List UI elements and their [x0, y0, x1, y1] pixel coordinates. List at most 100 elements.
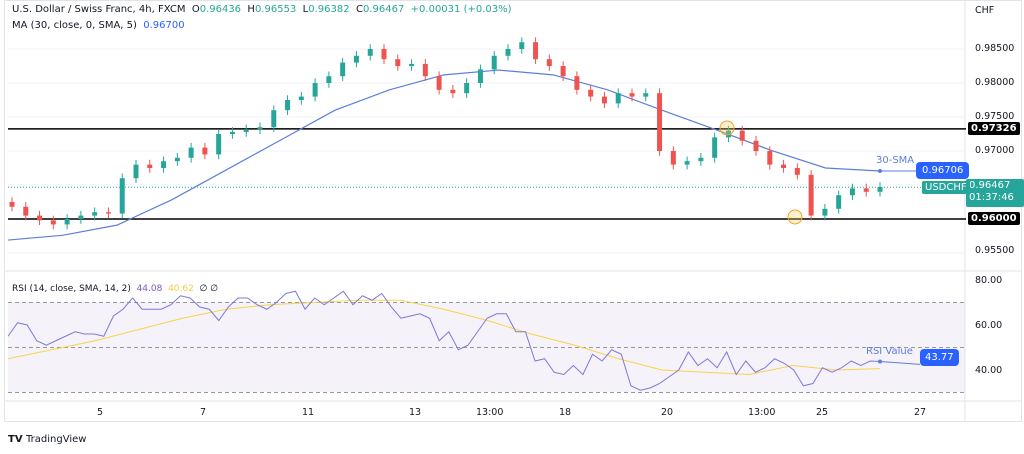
x-tick: 5	[96, 407, 104, 418]
candle-body	[684, 161, 690, 165]
candle-body	[519, 42, 525, 49]
rsi-y-tick: 60.00	[975, 320, 1003, 331]
touch-marker-resistance	[719, 120, 735, 136]
candle-body	[353, 55, 359, 63]
candle-body	[243, 129, 249, 132]
rsi-marker	[878, 359, 882, 364]
last-price-tag: 0.96467 01:37:46	[966, 179, 1024, 207]
ma-legend[interactable]: MA (30, close, 0, SMA, 5) 0.96700	[12, 20, 185, 31]
x-tick: 7	[199, 407, 207, 418]
candle-body	[601, 96, 607, 104]
candle-body	[588, 89, 594, 97]
x-tick: 13	[408, 407, 422, 418]
support-price-tag: 0.96000	[968, 212, 1020, 225]
y-tick: 0.97500	[975, 111, 1015, 122]
candle-body	[133, 164, 139, 179]
candle-body	[312, 83, 318, 97]
candle-body	[9, 202, 15, 207]
candle-body	[794, 168, 800, 175]
candle-body	[615, 93, 621, 104]
currency-label: CHF	[975, 5, 995, 16]
candle-body	[37, 215, 43, 221]
candle-body	[381, 49, 387, 60]
sma-marker	[878, 168, 882, 173]
candle-body	[229, 131, 235, 134]
countdown: 01:37:46	[969, 192, 1014, 203]
x-tick: 20	[660, 407, 674, 418]
candle-body	[739, 130, 745, 141]
close-value: 0.96467	[362, 4, 405, 15]
rsi-y-tick: 40.00	[975, 365, 1003, 376]
rsi-annotation-label: RSI Value	[866, 346, 913, 357]
rsi-extension	[879, 361, 921, 365]
candle-body	[409, 63, 415, 66]
candle-body	[105, 212, 111, 214]
high-value: 0.96553	[254, 4, 297, 15]
y-tick: 0.98500	[975, 43, 1015, 54]
candle-body	[298, 96, 304, 100]
ma-value: 0.96700	[143, 20, 185, 31]
rsi-sma-value: 40.62	[168, 284, 194, 294]
rsi-extra: ∅ ∅	[199, 284, 219, 294]
candle-body	[698, 157, 704, 162]
candle-body	[422, 63, 428, 77]
x-tick: 18	[558, 407, 572, 418]
last-price: 0.96467	[969, 180, 1011, 191]
low-value: 0.96382	[308, 4, 350, 15]
candle-body	[574, 76, 580, 90]
candle-body	[505, 49, 511, 56]
chart-frame	[4, 0, 1022, 422]
candle-body	[271, 110, 277, 128]
sma-annotation-label: 30-SMA	[876, 155, 915, 166]
rsi-y-tick: 80.00	[975, 275, 1003, 286]
candle-body	[477, 69, 483, 83]
sma-value-tag: 0.96706	[916, 162, 970, 179]
y-tick: 0.95500	[975, 245, 1015, 256]
rsi-label: RSI (14, close, SMA, 14, 2)	[12, 284, 131, 294]
candle-body	[50, 220, 56, 225]
touch-marker-support	[787, 209, 803, 225]
candle-body	[161, 161, 167, 168]
x-tick: 11	[301, 407, 315, 418]
candle-body	[822, 208, 828, 216]
candle-body	[340, 62, 346, 77]
resistance-price-tag: 0.97326	[968, 122, 1020, 135]
candle-body	[216, 134, 222, 155]
candle-body	[712, 137, 718, 158]
x-tick: 27	[913, 407, 927, 418]
candle-body	[257, 127, 263, 130]
close-label: C	[355, 4, 363, 15]
x-tick: 13:00	[476, 407, 504, 418]
candle-body	[836, 195, 842, 209]
change-value: +0.00031 (+0.03%)	[410, 4, 512, 15]
candle-body	[64, 219, 70, 225]
candle-body	[188, 147, 194, 158]
ma-label: MA (30, close, 0, SMA, 5)	[12, 20, 137, 31]
candle-body	[367, 49, 373, 56]
candle-body	[808, 174, 814, 216]
candle-body	[78, 215, 84, 219]
candle-body	[781, 164, 787, 168]
candle-body	[670, 151, 676, 165]
candle-body	[643, 93, 649, 97]
symbol-title: U.S. Dollar / Swiss Franc, 4h, FXCM	[12, 4, 186, 15]
candle-body	[657, 93, 663, 151]
symbol-tag: USDCHF	[922, 181, 970, 194]
brand-name: TradingView	[26, 434, 87, 445]
y-tick: 0.97000	[975, 145, 1015, 156]
candle-body	[849, 188, 855, 196]
rsi-value: 44.08	[136, 284, 163, 294]
candle-body	[533, 42, 539, 60]
rsi-legend[interactable]: RSI (14, close, SMA, 14, 2) 44.08 40.62 …	[12, 284, 218, 294]
candle-body	[767, 151, 773, 165]
tradingview-logo[interactable]: 𝗧𝗩 TradingView	[8, 434, 86, 445]
candle-body	[753, 140, 759, 151]
x-tick: 13:00	[748, 407, 776, 418]
symbol-legend: U.S. Dollar / Swiss Franc, 4h, FXCM O0.9…	[12, 4, 512, 15]
y-tick: 0.98000	[975, 77, 1015, 88]
candle-body	[725, 130, 731, 138]
candle-body	[92, 212, 98, 216]
candle-body	[119, 178, 125, 214]
candle-body	[23, 206, 29, 216]
